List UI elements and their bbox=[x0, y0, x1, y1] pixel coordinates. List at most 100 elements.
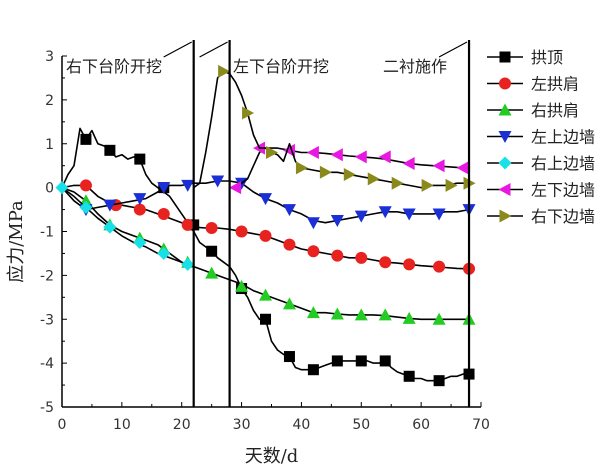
x-tick-label: 30 bbox=[233, 417, 251, 433]
data-point-triangle-left bbox=[354, 150, 367, 164]
data-point-square bbox=[283, 351, 295, 363]
data-point-triangle-left bbox=[498, 183, 511, 196]
legend-item: 右拱肩 bbox=[487, 101, 579, 120]
x-tick-label: 10 bbox=[113, 417, 131, 433]
legend-item: 左上边墙 bbox=[487, 128, 595, 147]
data-point-circle bbox=[79, 179, 92, 192]
legend-item: 左下边墙 bbox=[487, 181, 595, 200]
data-point-square bbox=[260, 313, 272, 325]
data-point-triangle-right bbox=[391, 176, 404, 190]
y-tick-label: 0 bbox=[45, 181, 54, 197]
data-point-square bbox=[104, 144, 116, 156]
x-tick-label: 40 bbox=[293, 417, 311, 433]
data-point-triangle-right bbox=[445, 178, 458, 192]
data-point-square bbox=[331, 355, 343, 367]
data-point-triangle-down bbox=[432, 208, 446, 221]
annotation-layer: 右下台阶开挖 左下台阶开挖 二衬施作 bbox=[66, 40, 471, 407]
series-3 bbox=[61, 175, 476, 230]
series-2 bbox=[61, 186, 476, 325]
data-point-triangle-right bbox=[295, 161, 308, 175]
data-point-triangle-down bbox=[378, 206, 392, 219]
data-point-circle bbox=[355, 251, 368, 264]
data-point-triangle-right bbox=[242, 106, 255, 120]
data-point-triangle-down bbox=[402, 208, 416, 221]
data-point-triangle-down bbox=[181, 179, 195, 192]
x-tick-label: 60 bbox=[412, 417, 430, 433]
legend-label: 左拱肩 bbox=[531, 75, 579, 94]
data-point-circle bbox=[133, 203, 146, 216]
series-line bbox=[193, 70, 469, 189]
stage-label: 二衬施作 bbox=[383, 57, 447, 76]
series-6 bbox=[193, 64, 476, 192]
data-point-circle bbox=[379, 256, 392, 269]
data-point-triangle-down bbox=[259, 193, 273, 206]
stage-label: 左下台阶开挖 bbox=[233, 57, 329, 76]
data-point-triangle-right bbox=[319, 165, 332, 179]
data-point-circle bbox=[283, 238, 296, 251]
legend-label: 右下边墙 bbox=[531, 207, 595, 226]
data-point-triangle-up bbox=[235, 279, 249, 292]
data-point-triangle-up bbox=[402, 311, 416, 324]
data-point-triangle-up bbox=[282, 297, 296, 310]
y-tick-label: 2 bbox=[45, 93, 54, 109]
data-point-triangle-down bbox=[354, 210, 368, 223]
y-tick-label: 3 bbox=[45, 49, 54, 65]
series-4 bbox=[55, 181, 195, 271]
data-point-circle bbox=[433, 260, 446, 273]
data-point-triangle-up bbox=[79, 194, 93, 207]
series-layer bbox=[55, 64, 476, 387]
data-point-square bbox=[307, 364, 319, 376]
y-tick-label: -2 bbox=[40, 268, 54, 284]
stage-pointer bbox=[199, 41, 228, 58]
data-point-square bbox=[499, 51, 511, 63]
data-point-triangle-right bbox=[266, 146, 278, 160]
y-tick-label: -4 bbox=[40, 356, 54, 372]
data-point-circle bbox=[499, 77, 511, 90]
data-point-circle bbox=[331, 249, 344, 262]
data-point-circle bbox=[205, 221, 218, 234]
series-1 bbox=[61, 179, 476, 275]
data-point-triangle-up bbox=[306, 306, 320, 319]
data-point-triangle-up bbox=[330, 307, 344, 320]
data-point-square bbox=[355, 355, 367, 367]
legend-item: 右下边墙 bbox=[487, 207, 595, 226]
data-point-diamond bbox=[498, 156, 512, 170]
series-5 bbox=[229, 141, 470, 195]
data-point-triangle-up bbox=[432, 312, 446, 325]
data-point-triangle-down bbox=[498, 131, 512, 143]
data-point-diamond bbox=[181, 257, 195, 271]
y-tick-label: -1 bbox=[40, 225, 54, 241]
data-point-circle bbox=[157, 207, 170, 220]
data-point-triangle-up bbox=[205, 266, 219, 279]
data-point-square bbox=[134, 153, 146, 165]
data-point-triangle-down bbox=[157, 182, 171, 195]
data-point-triangle-right bbox=[421, 178, 434, 192]
data-point-triangle-right bbox=[218, 64, 231, 78]
legend-item: 拱顶 bbox=[487, 48, 563, 67]
legend-item: 右上边墙 bbox=[487, 154, 595, 173]
data-point-triangle-up bbox=[259, 288, 273, 301]
data-point-square bbox=[80, 133, 92, 145]
legend-label: 左下边墙 bbox=[531, 181, 595, 200]
data-point-diamond bbox=[55, 181, 69, 195]
x-tick-label: 0 bbox=[58, 417, 67, 433]
data-point-triangle-up bbox=[378, 308, 392, 321]
data-point-diamond bbox=[133, 235, 147, 249]
series-line bbox=[61, 186, 194, 268]
data-point-circle bbox=[403, 258, 416, 271]
data-point-circle bbox=[259, 229, 272, 242]
data-point-triangle-down bbox=[282, 204, 296, 217]
stage-pointer bbox=[438, 41, 468, 58]
x-tick-label: 50 bbox=[352, 417, 370, 433]
data-point-triangle-right bbox=[367, 172, 380, 186]
data-point-square bbox=[379, 355, 391, 367]
y-axis-title: 应力/MPa bbox=[6, 200, 27, 283]
data-point-triangle-left bbox=[456, 161, 469, 175]
stage-pointer bbox=[163, 41, 192, 58]
x-tick-label: 70 bbox=[472, 417, 490, 433]
legend-label: 拱顶 bbox=[531, 48, 563, 67]
data-point-square bbox=[206, 245, 218, 257]
data-point-circle bbox=[307, 245, 320, 258]
